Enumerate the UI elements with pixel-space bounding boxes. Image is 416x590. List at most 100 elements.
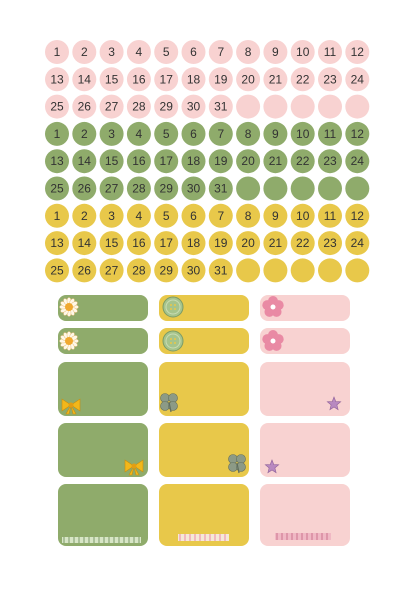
day-circle <box>236 176 261 201</box>
day-number: 7 <box>217 209 224 223</box>
clover-stem <box>168 401 172 413</box>
day-number: 29 <box>160 100 174 114</box>
tape <box>275 533 331 540</box>
day-circle <box>126 67 151 92</box>
day-circle <box>263 176 288 201</box>
day-circle <box>208 67 233 92</box>
day-number: 30 <box>187 263 201 277</box>
label-card <box>260 484 350 546</box>
day-number: 31 <box>214 263 228 277</box>
star <box>326 396 342 411</box>
day-number: 6 <box>190 45 197 59</box>
day-number: 19 <box>214 154 228 168</box>
day-circle <box>181 149 206 174</box>
day-number: 28 <box>132 100 146 114</box>
day-number: 6 <box>190 209 197 223</box>
day-number: 21 <box>269 72 283 86</box>
day-circle <box>318 121 342 146</box>
day-number: 1 <box>54 127 61 141</box>
day-number: 1 <box>54 45 61 59</box>
day-circle <box>263 40 288 64</box>
day-circle <box>99 231 124 256</box>
day-number: 9 <box>272 209 279 223</box>
day-circle <box>181 121 206 146</box>
day-circle <box>99 40 124 64</box>
clover-leaf <box>228 454 238 464</box>
day-number: 14 <box>78 154 92 168</box>
day-number: 17 <box>160 154 174 168</box>
day-circle <box>126 94 151 119</box>
day-circle <box>290 203 315 228</box>
day-number: 15 <box>105 72 119 86</box>
label-card <box>58 328 148 354</box>
blossom-center <box>270 304 276 310</box>
day-circle <box>236 94 261 119</box>
label-card <box>159 423 249 477</box>
day-circle <box>154 40 179 64</box>
day-number: 13 <box>50 72 64 86</box>
day-circle <box>154 121 179 146</box>
day-circle <box>345 94 370 119</box>
button-rim <box>165 333 181 349</box>
day-circle <box>72 149 97 174</box>
day-number: 4 <box>136 127 143 141</box>
day-circle <box>318 149 342 174</box>
label-card <box>159 328 249 354</box>
day-number: 29 <box>160 182 174 196</box>
day-number: 4 <box>136 45 143 59</box>
day-number: 15 <box>105 236 119 250</box>
day-circle <box>72 176 97 201</box>
day-number: 31 <box>214 182 228 196</box>
day-number: 2 <box>81 209 88 223</box>
day-circle <box>345 67 370 92</box>
day-circle <box>126 258 151 283</box>
button-hole <box>174 304 176 306</box>
day-circle <box>290 231 315 256</box>
label-card <box>260 423 350 477</box>
day-circle <box>263 231 288 256</box>
day-circle <box>45 176 69 201</box>
day-circle <box>236 258 261 283</box>
day-circle <box>181 258 206 283</box>
day-circle <box>154 176 179 201</box>
day-circle <box>208 94 233 119</box>
day-number: 29 <box>160 263 174 277</box>
button-hole <box>170 338 172 340</box>
day-number: 25 <box>50 263 64 277</box>
clover-leaf <box>160 393 170 403</box>
day-number: 5 <box>163 127 170 141</box>
day-circle <box>99 203 124 228</box>
day-number: 1 <box>54 209 61 223</box>
blossom-petal <box>271 306 282 317</box>
button-hole <box>174 338 176 340</box>
button-hole <box>170 342 172 344</box>
day-number: 20 <box>241 72 255 86</box>
button-hole <box>174 342 176 344</box>
day-circle <box>236 231 261 256</box>
clover-leaf <box>168 393 178 403</box>
day-circle <box>290 176 315 201</box>
day-number: 14 <box>78 236 92 250</box>
day-number: 23 <box>323 72 337 86</box>
button-hole <box>170 304 172 306</box>
day-number: 8 <box>245 127 252 141</box>
day-number: 10 <box>296 45 310 59</box>
day-number: 8 <box>245 209 252 223</box>
day-circle <box>236 121 261 146</box>
day-circle <box>126 203 151 228</box>
day-circle <box>236 40 261 64</box>
day-circle <box>154 149 179 174</box>
day-circle <box>126 149 151 174</box>
day-number: 8 <box>245 45 252 59</box>
day-circle <box>345 176 370 201</box>
day-circle <box>126 176 151 201</box>
blossom-center <box>270 338 276 344</box>
day-number: 16 <box>132 72 146 86</box>
label-card <box>159 484 249 546</box>
day-number: 30 <box>187 182 201 196</box>
day-circle <box>45 67 69 92</box>
day-number: 23 <box>323 154 337 168</box>
day-circle <box>263 94 288 119</box>
day-circle <box>345 40 370 64</box>
tape <box>178 534 229 541</box>
